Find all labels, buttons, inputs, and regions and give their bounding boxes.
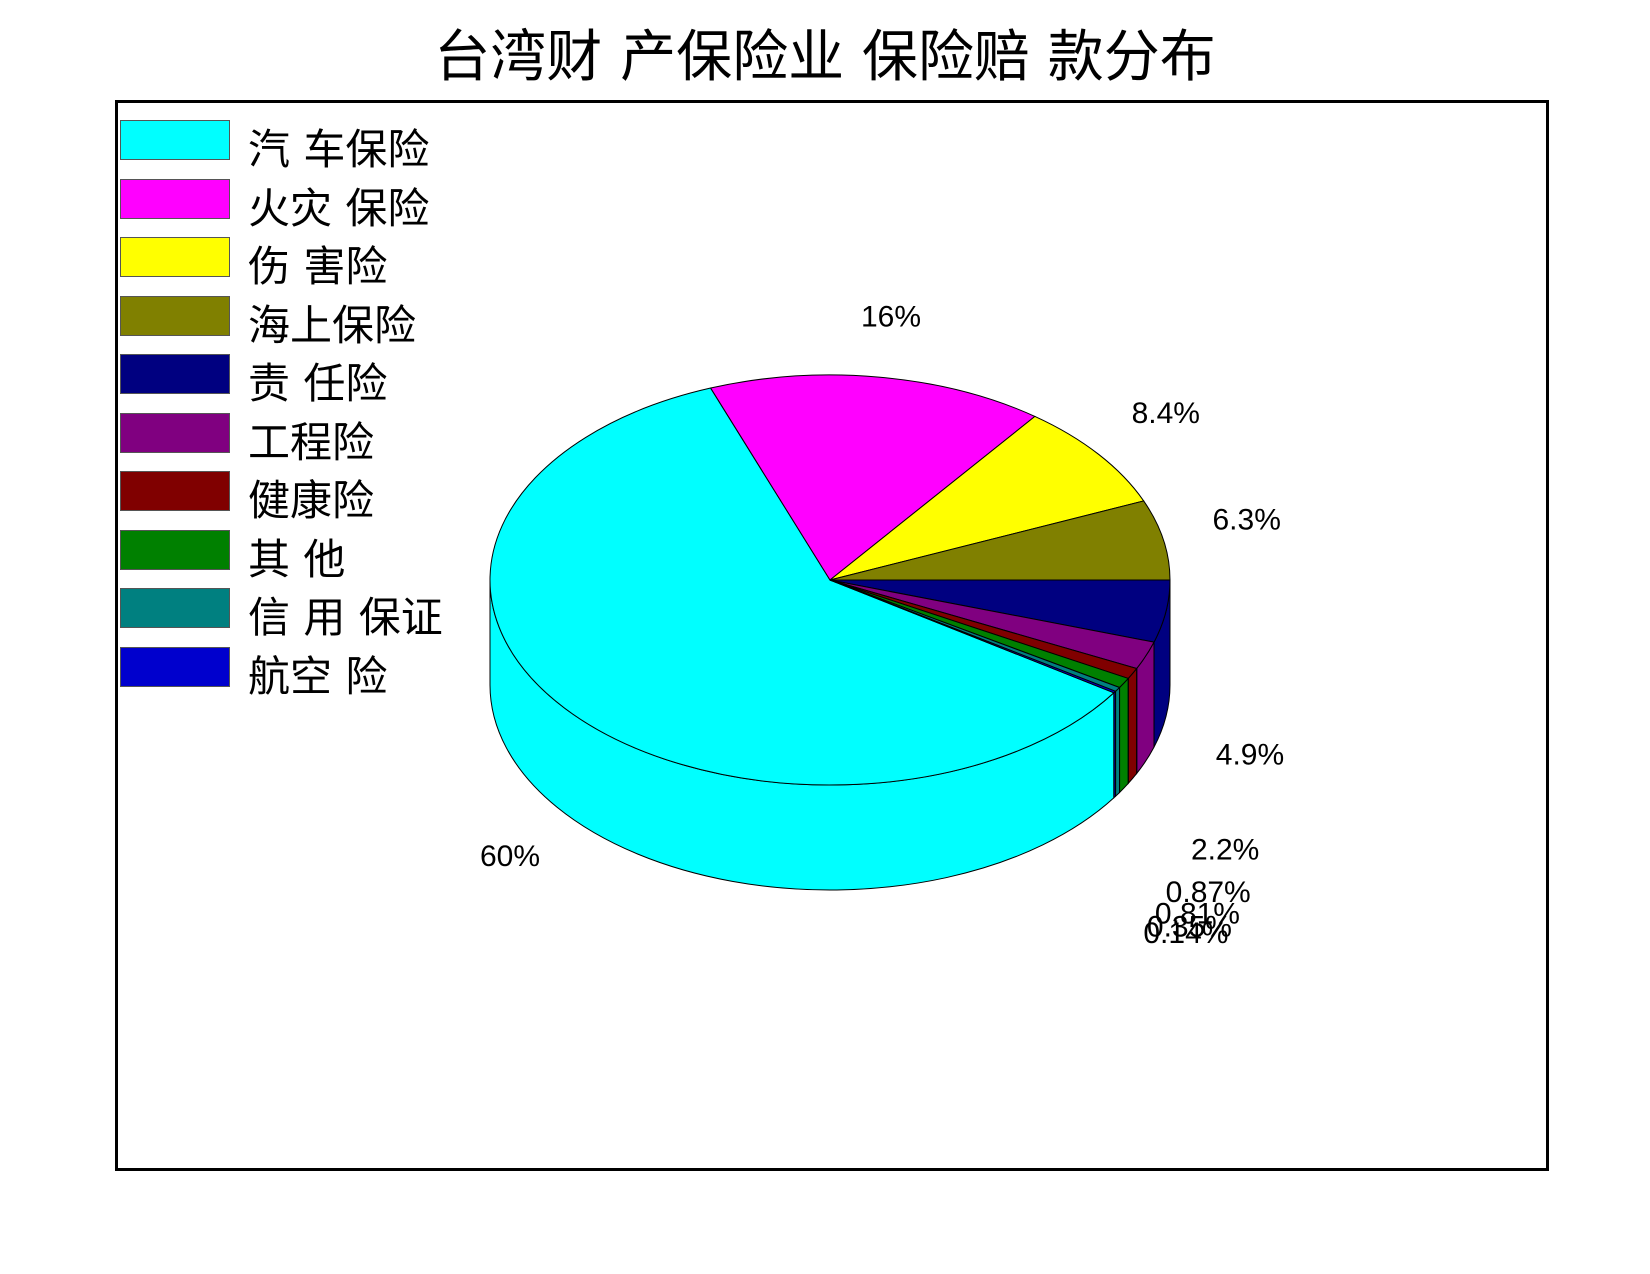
legend-swatch — [120, 529, 230, 570]
legend-swatch — [120, 178, 230, 219]
legend-label: 健康险 — [248, 476, 375, 525]
legend-swatch — [120, 412, 230, 453]
legend-label: 火灾 保险 — [248, 183, 430, 233]
legend-swatch — [120, 237, 230, 277]
pie-percent-label: 60% — [480, 840, 540, 873]
legend-label: 航空 险 — [248, 651, 388, 701]
pie-slice-side — [1119, 677, 1129, 794]
pie-percent-label: 2.2% — [1191, 833, 1259, 866]
pie-percent-label: 0.14% — [1143, 917, 1228, 950]
legend-label: 海上保险 — [248, 300, 417, 350]
pie-percent-label: 16% — [861, 300, 921, 333]
pie-percent-label: 4.9% — [1216, 738, 1284, 771]
plot-frame — [115, 100, 1549, 1171]
legend-label: 工程险 — [248, 417, 375, 467]
legend-label: 其 他 — [248, 534, 346, 584]
legend-swatch — [120, 471, 230, 511]
legend-label: 信 用 保证 — [248, 593, 443, 642]
pie-top — [489, 374, 1171, 786]
pie-percent-label: 8.4% — [1132, 397, 1200, 430]
pie-percent-label: 0.81% — [1155, 898, 1240, 931]
pie-percent-label: 0.87% — [1166, 876, 1251, 909]
legend-label: 伤 害险 — [248, 242, 388, 291]
pie-slice — [829, 415, 1145, 581]
pie-slice — [489, 387, 1115, 786]
pie-percent-label: 0.35% — [1147, 911, 1232, 944]
legend-label: 汽 车保险 — [248, 125, 430, 174]
pie-slice-side — [1115, 686, 1121, 798]
legend-swatch — [120, 120, 230, 160]
pie-slice — [709, 374, 1036, 581]
legend-swatch — [120, 295, 230, 336]
pie-percent-label: 6.3% — [1213, 504, 1281, 537]
legend-swatch — [120, 354, 230, 394]
pie-slice-side — [1127, 667, 1138, 785]
legend-swatch — [120, 646, 230, 687]
legend-label: 责 任险 — [248, 359, 388, 408]
pie-slice — [829, 500, 1171, 581]
pie-labels: 60% 16% 8.4% 6.3% 4.9% 2.2% 0.87%0.81%0.35%0.1… — [480, 300, 1284, 950]
chart-title: 台湾财 产保险业 保险赔 款分布 — [434, 25, 1216, 90]
legend-swatch — [120, 588, 230, 628]
pie-slice — [829, 579, 1117, 694]
